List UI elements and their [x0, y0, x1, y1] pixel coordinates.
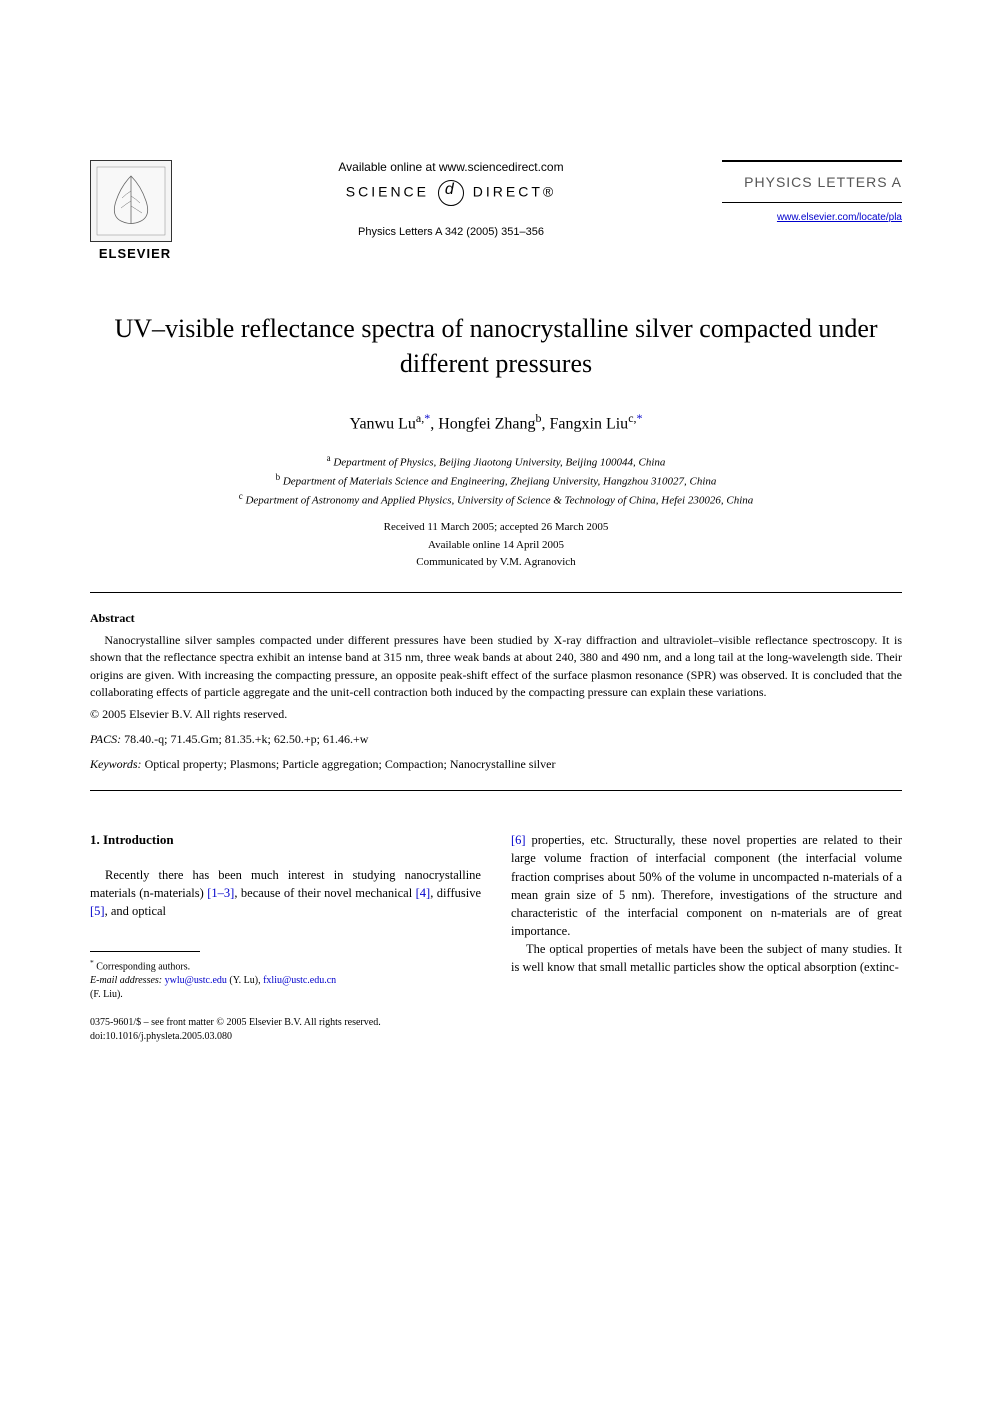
- affiliations-block: a Department of Physics, Beijing Jiaoton…: [90, 452, 902, 509]
- science-direct-logo: SCIENCE DIRECT®: [180, 180, 722, 206]
- divider-icon: [90, 790, 902, 791]
- corresponding-marker-link[interactable]: *: [637, 411, 643, 425]
- journal-title: PHYSICS LETTERS A: [722, 174, 902, 190]
- abstract-heading: Abstract: [90, 611, 902, 626]
- abstract-copyright: © 2005 Elsevier B.V. All rights reserved…: [90, 707, 902, 722]
- email-name: (Y. Lu),: [227, 975, 263, 986]
- footnote-text: Corresponding authors.: [94, 961, 190, 972]
- citation-link[interactable]: [1–3]: [207, 886, 234, 900]
- body-text: , diffusive: [430, 886, 481, 900]
- journal-url-link[interactable]: www.elsevier.com/locate/pla: [777, 212, 902, 223]
- sd-text-right: DIRECT®: [473, 184, 556, 200]
- pacs-codes: 78.40.-q; 71.45.Gm; 81.35.+k; 62.50.+p; …: [121, 732, 368, 746]
- header-center: Available online at www.sciencedirect.co…: [180, 160, 722, 238]
- email-name: (F. Liu).: [90, 988, 481, 1002]
- section-heading: 1. Introduction: [90, 831, 481, 850]
- affiliation-line: a Department of Physics, Beijing Jiaoton…: [90, 452, 902, 471]
- author-affil-sup: c,: [628, 411, 636, 425]
- author-affil-sup: a,: [416, 411, 424, 425]
- sd-text-left: SCIENCE: [346, 184, 429, 200]
- rule-icon: [722, 160, 902, 162]
- left-column: 1. Introduction Recently there has been …: [90, 831, 481, 1044]
- affil-text: Department of Physics, Beijing Jiaotong …: [331, 456, 666, 468]
- keywords-label: Keywords:: [90, 757, 142, 771]
- received-date: Received 11 March 2005; accepted 26 Marc…: [90, 519, 902, 537]
- bottom-info: 0375-9601/$ – see front matter © 2005 El…: [90, 1016, 481, 1044]
- abstract-text: Nanocrystalline silver samples compacted…: [90, 632, 902, 702]
- authors-line: Yanwu Lua,*, Hongfei Zhangb, Fangxin Liu…: [90, 411, 902, 433]
- affiliation-line: c Department of Astronomy and Applied Ph…: [90, 490, 902, 509]
- affil-text: Department of Materials Science and Engi…: [280, 475, 716, 487]
- doi-line: doi:10.1016/j.physleta.2005.03.080: [90, 1030, 481, 1044]
- email-link[interactable]: fxliu@ustc.edu.cn: [263, 975, 336, 986]
- journal-block: PHYSICS LETTERS A www.elsevier.com/locat…: [722, 160, 902, 225]
- citation-link[interactable]: [6]: [511, 833, 526, 847]
- body-columns: 1. Introduction Recently there has been …: [90, 831, 902, 1044]
- author-name: Yanwu Lu: [349, 416, 415, 433]
- article-title: UV–visible reflectance spectra of nanocr…: [90, 311, 902, 381]
- footnote-block: * Corresponding authors. E-mail addresse…: [90, 958, 481, 1002]
- right-column: [6] properties, etc. Structurally, these…: [511, 831, 902, 1044]
- body-paragraph: Recently there has been much interest in…: [90, 866, 481, 920]
- available-online-text: Available online at www.sciencedirect.co…: [180, 160, 722, 174]
- elsevier-tree-icon: [90, 160, 172, 242]
- pacs-label: PACS:: [90, 732, 121, 746]
- body-text: properties, etc. Structurally, these nov…: [511, 833, 902, 938]
- journal-reference: Physics Letters A 342 (2005) 351–356: [180, 226, 722, 238]
- dates-block: Received 11 March 2005; accepted 26 Marc…: [90, 519, 902, 572]
- body-text: , because of their novel mechanical: [234, 886, 415, 900]
- footnote-corresponding: * Corresponding authors.: [90, 958, 481, 974]
- body-text: , and optical: [105, 904, 166, 918]
- citation-link[interactable]: [4]: [416, 886, 431, 900]
- available-date: Available online 14 April 2005: [90, 537, 902, 555]
- publisher-name: ELSEVIER: [90, 246, 180, 261]
- communicated-by: Communicated by V.M. Agranovich: [90, 554, 902, 572]
- divider-icon: [90, 592, 902, 593]
- keywords-line: Keywords: Optical property; Plasmons; Pa…: [90, 757, 902, 772]
- affil-text: Department of Astronomy and Applied Phys…: [243, 494, 754, 506]
- footnote-emails: E-mail addresses: ywlu@ustc.edu (Y. Lu),…: [90, 974, 481, 988]
- footnote-rule-icon: [90, 951, 200, 952]
- author-name: , Fangxin Liu: [542, 416, 629, 433]
- body-paragraph: The optical properties of metals have be…: [511, 940, 902, 976]
- keywords-list: Optical property; Plasmons; Particle agg…: [142, 757, 556, 771]
- issn-copyright: 0375-9601/$ – see front matter © 2005 El…: [90, 1016, 481, 1030]
- article-page: ELSEVIER Available online at www.science…: [0, 0, 992, 1403]
- author-name: , Hongfei Zhang: [430, 416, 535, 433]
- affiliation-line: b Department of Materials Science and En…: [90, 471, 902, 490]
- header-row: ELSEVIER Available online at www.science…: [90, 160, 902, 261]
- citation-link[interactable]: [5]: [90, 904, 105, 918]
- publisher-block: ELSEVIER: [90, 160, 180, 261]
- rule-icon: [722, 202, 902, 203]
- pacs-line: PACS: 78.40.-q; 71.45.Gm; 81.35.+k; 62.5…: [90, 732, 902, 747]
- sd-d-icon: [438, 180, 464, 206]
- email-label: E-mail addresses:: [90, 975, 162, 986]
- email-link[interactable]: ywlu@ustc.edu: [162, 975, 227, 986]
- body-paragraph: [6] properties, etc. Structurally, these…: [511, 831, 902, 940]
